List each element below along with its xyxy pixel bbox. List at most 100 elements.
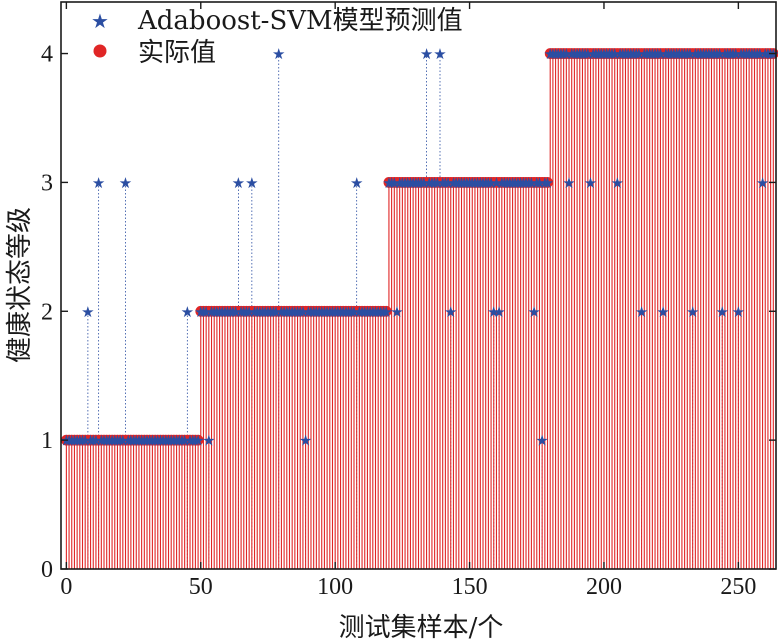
prediction-marker: ★	[232, 176, 245, 192]
prediction-marker: ★	[745, 47, 758, 63]
prediction-marker: ★	[484, 176, 497, 192]
prediction-marker: ★	[355, 305, 368, 321]
prediction-marker: ★	[339, 305, 352, 321]
prediction-marker: ★	[678, 47, 691, 63]
actual-marker	[542, 177, 553, 188]
prediction-marker: ★	[307, 305, 320, 321]
prediction-marker: ★	[517, 176, 530, 192]
prediction-marker: ★	[248, 305, 261, 321]
prediction-marker: ★	[643, 47, 656, 63]
prediction-marker: ★	[707, 47, 720, 63]
prediction-marker: ★	[186, 434, 199, 450]
prediction-marker: ★	[530, 176, 543, 192]
prediction-marker: ★	[584, 176, 597, 192]
prediction-marker: ★	[143, 434, 156, 450]
prediction-marker: ★	[404, 176, 417, 192]
prediction-marker: ★	[597, 47, 610, 63]
prediction-marker: ★	[60, 434, 73, 450]
prediction-marker: ★	[664, 47, 677, 63]
prediction-marker: ★	[299, 434, 312, 450]
prediction-marker: ★	[377, 305, 390, 321]
prediction-marker: ★	[167, 434, 180, 450]
prediction-marker: ★	[624, 47, 637, 63]
x-tick-label: 200	[586, 574, 622, 600]
prediction-marker: ★	[635, 305, 648, 321]
prediction-marker: ★	[581, 47, 594, 63]
prediction-marker: ★	[522, 176, 535, 192]
prediction-marker: ★	[761, 47, 774, 63]
prediction-marker: ★	[275, 305, 288, 321]
prediction-marker: ★	[611, 176, 624, 192]
prediction-marker: ★	[648, 47, 661, 63]
prediction-marker: ★	[619, 47, 632, 63]
prediction-marker: ★	[280, 305, 293, 321]
prediction-marker: ★	[396, 176, 409, 192]
prediction-marker: ★	[702, 47, 715, 63]
prediction-marker: ★	[713, 47, 726, 63]
prediction-marker: ★	[302, 305, 315, 321]
prediction-marker: ★	[533, 176, 546, 192]
prediction-marker: ★	[202, 434, 215, 450]
prediction-marker: ★	[543, 47, 556, 63]
prediction-marker: ★	[283, 305, 296, 321]
prediction-marker: ★	[130, 434, 143, 450]
actual-marker	[380, 305, 392, 317]
prediction-marker: ★	[390, 305, 403, 321]
prediction-marker: ★	[753, 47, 766, 63]
x-axis-title: 测试集样本/个	[339, 613, 504, 643]
x-tick-label: 0	[60, 574, 72, 600]
actual-marker	[192, 434, 204, 446]
prediction-marker: ★	[589, 47, 602, 63]
prediction-marker: ★	[369, 305, 382, 321]
prediction-marker: ★	[490, 176, 503, 192]
prediction-marker: ★	[87, 434, 100, 450]
prediction-marker: ★	[586, 47, 599, 63]
legend: ★ Adaboost-SVM模型预测值 实际值	[91, 6, 463, 68]
prediction-marker: ★	[272, 47, 285, 63]
prediction-marker: ★	[256, 305, 269, 321]
prediction-marker: ★	[398, 176, 411, 192]
prediction-marker: ★	[170, 434, 183, 450]
y-tick-label: 3	[41, 170, 53, 196]
prediction-marker: ★	[487, 305, 500, 321]
prediction-marker: ★	[68, 434, 81, 450]
prediction-marker: ★	[468, 176, 481, 192]
prediction-marker: ★	[673, 47, 686, 63]
prediction-marker: ★	[191, 434, 204, 450]
prediction-marker: ★	[573, 47, 586, 63]
prediction-marker: ★	[285, 305, 298, 321]
prediction-marker: ★	[613, 47, 626, 63]
prediction-marker: ★	[216, 305, 229, 321]
prediction-marker: ★	[294, 305, 307, 321]
prediction-marker: ★	[312, 305, 325, 321]
prediction-marker: ★	[213, 305, 226, 321]
prediction-marker: ★	[164, 434, 177, 450]
prediction-markers: ★★★★★★★★★★★★★★★★★★★★★★★★★★★★★★★★★★★★★★★★…	[60, 47, 778, 450]
prediction-marker: ★	[175, 434, 188, 450]
prediction-marker: ★	[154, 434, 167, 450]
prediction-marker: ★	[81, 305, 94, 321]
prediction-marker: ★	[447, 176, 460, 192]
prediction-marker: ★	[554, 47, 567, 63]
prediction-marker: ★	[525, 176, 538, 192]
prediction-marker: ★	[361, 305, 374, 321]
prediction-marker: ★	[651, 47, 664, 63]
prediction-marker: ★	[62, 434, 75, 450]
prediction-marker: ★	[151, 434, 164, 450]
prediction-marker: ★	[65, 434, 78, 450]
prediction-marker: ★	[310, 305, 323, 321]
prediction-marker: ★	[638, 47, 651, 63]
prediction-marker: ★	[240, 305, 253, 321]
prediction-marker: ★	[578, 47, 591, 63]
prediction-marker: ★	[506, 176, 519, 192]
prediction-marker: ★	[414, 176, 427, 192]
prediction-marker: ★	[132, 434, 145, 450]
prediction-marker: ★	[514, 176, 527, 192]
prediction-marker: ★	[388, 176, 401, 192]
prediction-marker: ★	[716, 305, 729, 321]
prediction-marker: ★	[734, 47, 747, 63]
prediction-marker: ★	[683, 47, 696, 63]
prediction-marker: ★	[146, 434, 159, 450]
prediction-marker: ★	[320, 305, 333, 321]
